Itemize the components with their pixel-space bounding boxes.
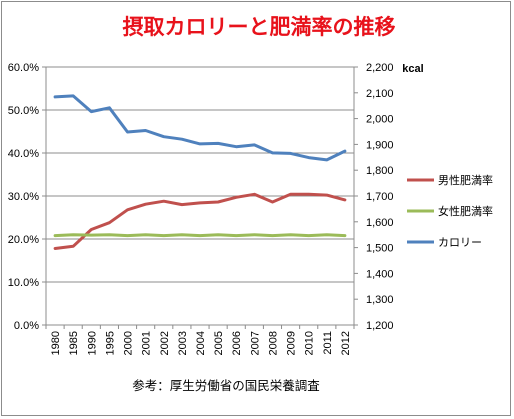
source-note: 参考：厚生労働省の国民栄養調査 [132, 378, 320, 393]
legend-label: 男性肥満率 [438, 173, 493, 187]
left-axis-ticks: 0.0% 10.0% 20.0% 30.0% 40.0% 50.0% 60.0% [8, 62, 46, 332]
right-tick-label: 2,000 [366, 114, 394, 126]
x-tick-label: 2007 [249, 331, 261, 355]
x-tick-label: 2006 [231, 331, 243, 355]
x-tick-label: 2000 [123, 331, 135, 355]
right-tick-label: 1,500 [366, 243, 394, 255]
x-tick-label: 1990 [86, 331, 98, 355]
left-tick-label: 0.0% [14, 320, 39, 332]
x-tick-label: 2001 [141, 331, 153, 355]
x-tick-label: 2010 [304, 331, 316, 355]
legend-label: 女性肥満率 [438, 204, 493, 218]
right-tick-label: 1,300 [366, 294, 394, 306]
x-tick-label: 1980 [50, 331, 62, 355]
right-tick-label: 1,800 [366, 165, 394, 177]
left-tick-label: 10.0% [8, 277, 39, 289]
right-tick-label: 1,200 [366, 320, 394, 332]
right-tick-label: 1,900 [366, 139, 394, 151]
left-tick-label: 20.0% [8, 234, 39, 246]
x-tick-label: 2003 [177, 331, 189, 355]
right-tick-label: 2,100 [366, 88, 394, 100]
x-tick-label: 2004 [195, 331, 207, 355]
left-tick-label: 40.0% [8, 148, 39, 160]
gridlines [45, 66, 355, 326]
series-line [53, 94, 347, 162]
series-line [53, 233, 347, 238]
right-axis-unit: kcal [402, 63, 423, 75]
left-tick-label: 50.0% [8, 105, 39, 117]
right-axis-ticks: 1,200 1,300 1,400 1,500 1,600 1,700 1,800 1,900… [354, 62, 394, 332]
x-tick-label: 1985 [68, 331, 80, 355]
x-axis-ticks: 1980 1985 1990 1995 2000 2001 2002 2003 2004 2005… [45, 325, 355, 355]
x-tick-label: 2002 [159, 331, 171, 355]
x-tick-label: 1995 [104, 331, 116, 355]
x-tick-label: 2005 [213, 331, 225, 355]
series-line [53, 192, 347, 250]
x-tick-label: 2011 [322, 331, 334, 355]
right-tick-label: 1,700 [366, 191, 394, 203]
series-lines [53, 94, 347, 250]
x-tick-label: 2008 [267, 331, 279, 355]
right-tick-label: 1,400 [366, 268, 394, 280]
legend-label: カロリー [438, 236, 482, 249]
left-tick-label: 60.0% [8, 62, 39, 74]
x-tick-label: 2009 [286, 331, 298, 355]
chart-title: 摂取カロリーと肥満率の推移 [123, 14, 396, 39]
x-tick-label: 2012 [340, 331, 352, 355]
right-tick-label: 2,200 [366, 62, 394, 74]
right-tick-label: 1,600 [366, 217, 394, 229]
left-tick-label: 30.0% [8, 191, 39, 203]
